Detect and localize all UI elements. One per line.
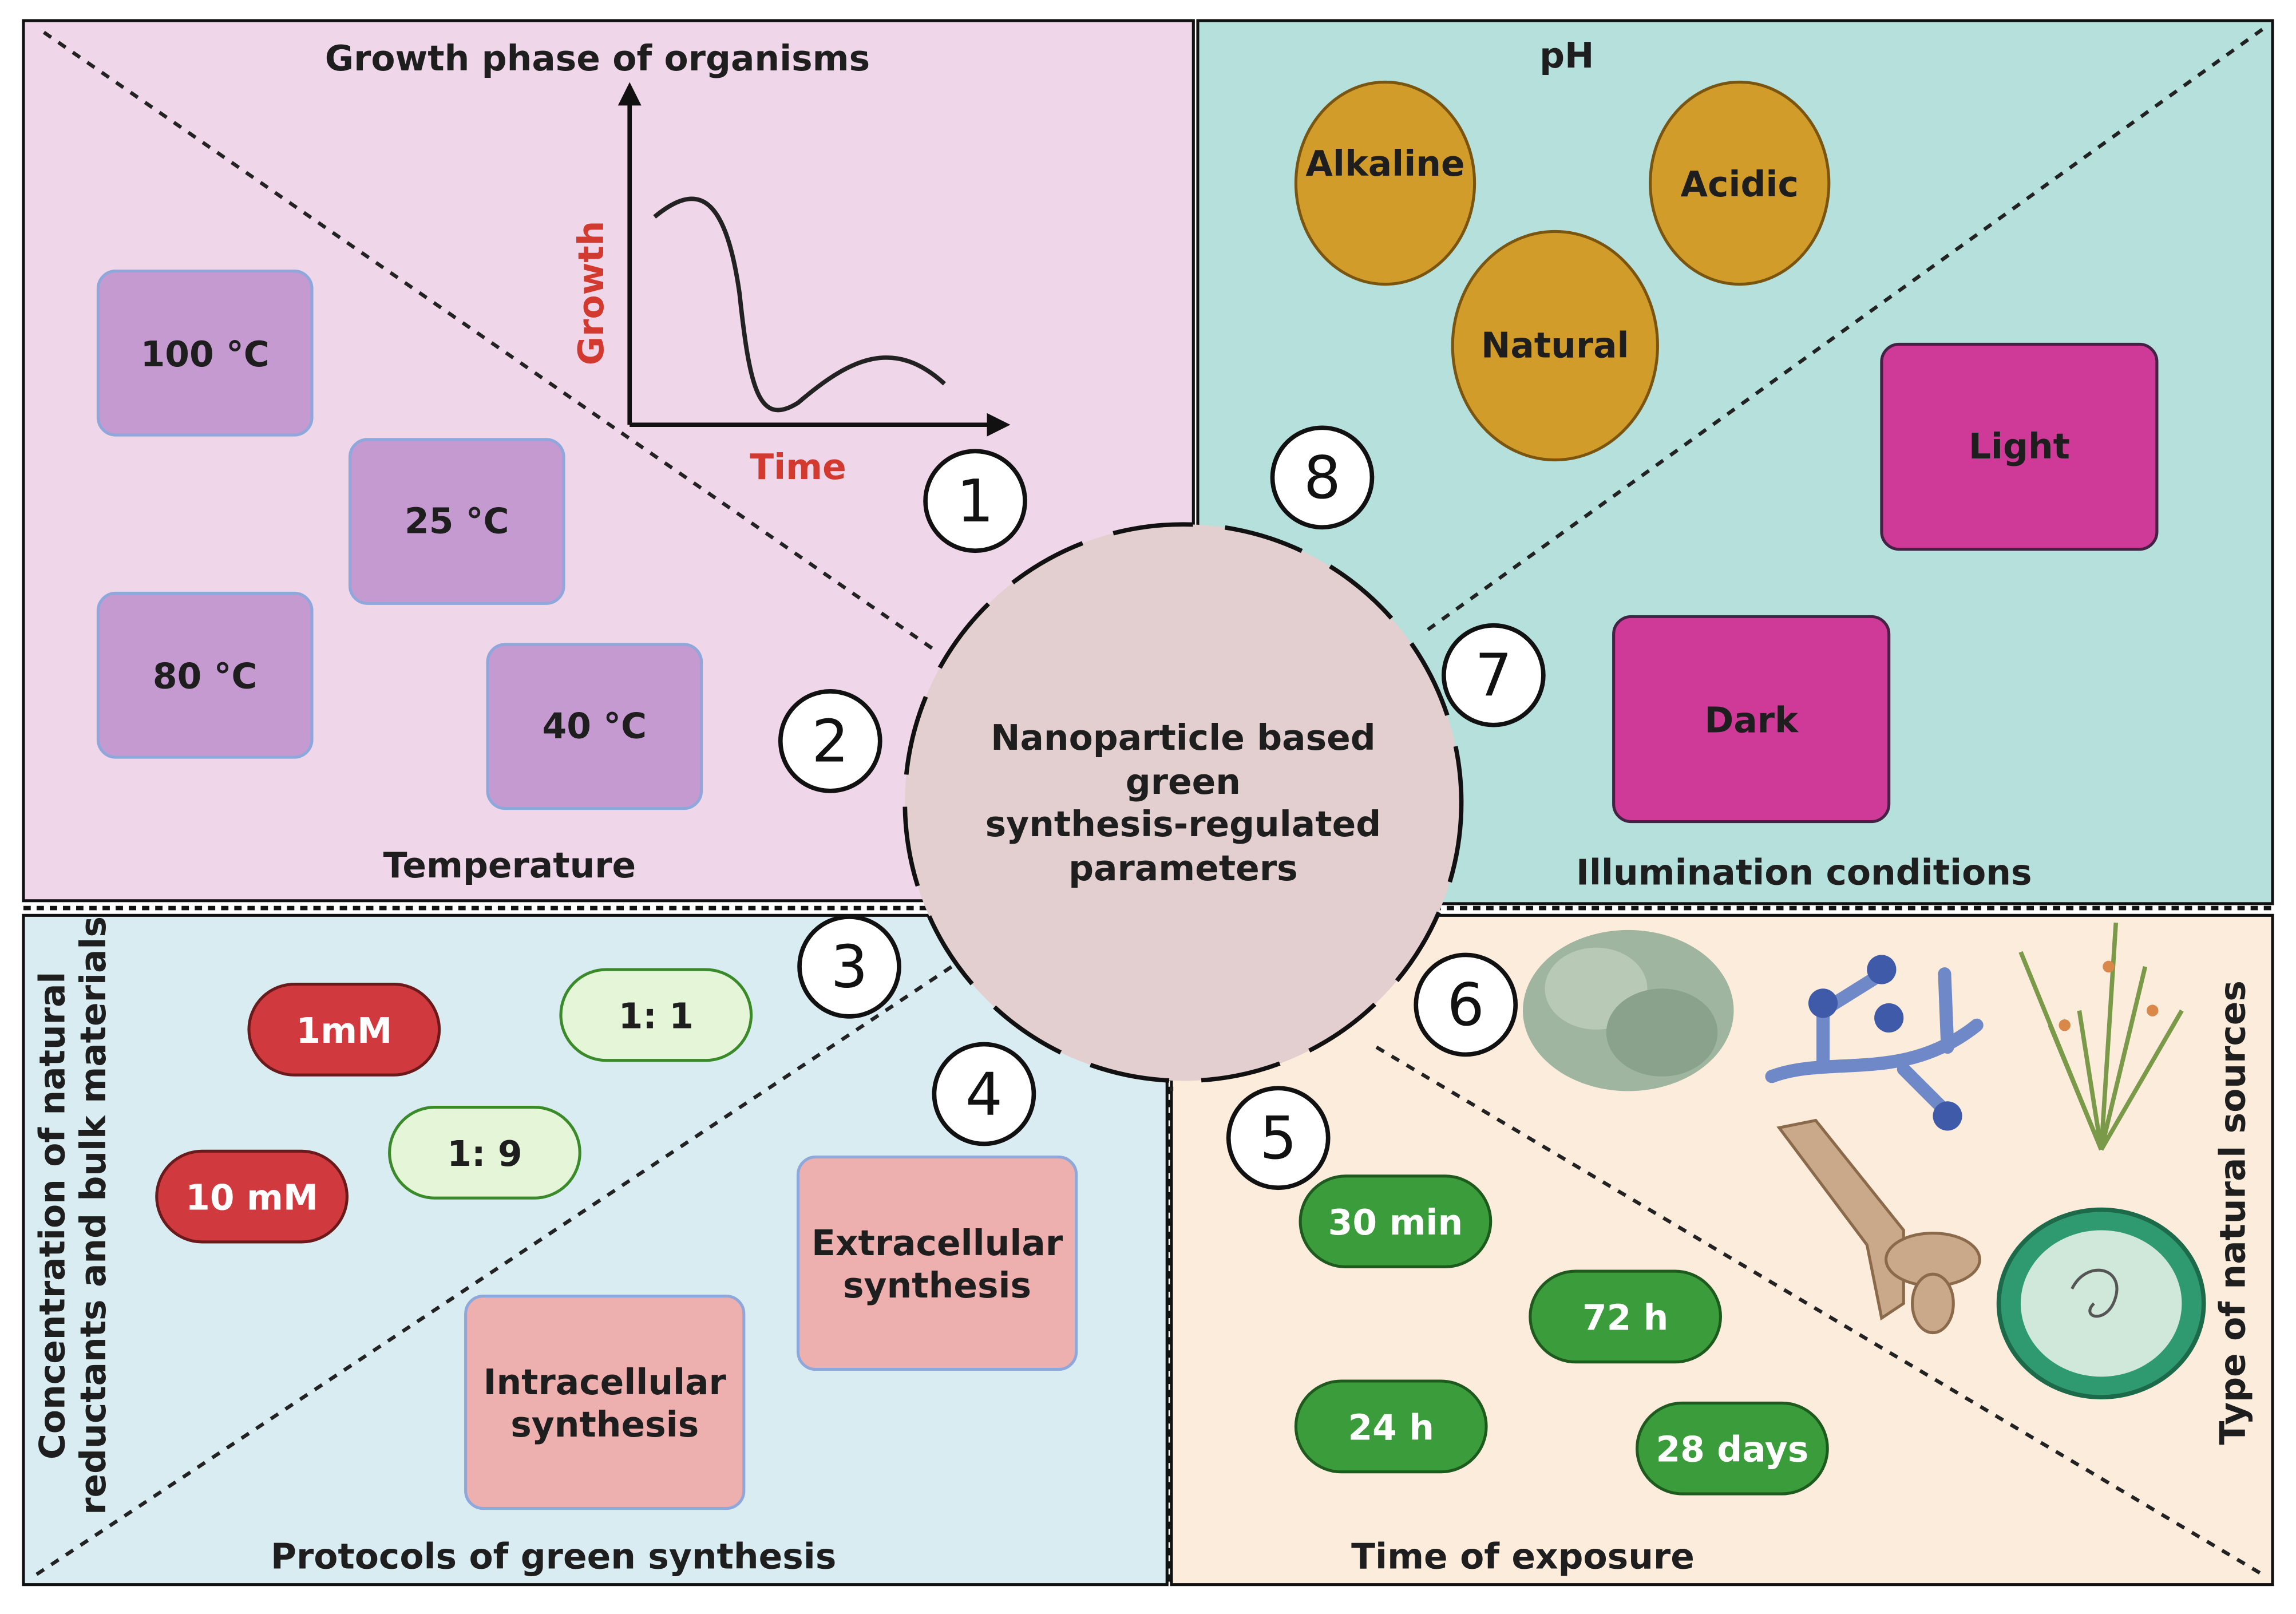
center-line4: parameters — [1068, 848, 1297, 889]
protocols-title: Protocols of green synthesis — [271, 1537, 836, 1577]
extracellular-line1: Extracellular — [811, 1223, 1063, 1264]
exposure-group: 30 min 72 h 24 h 28 days Time of exposur… — [1294, 1174, 1829, 1577]
marker-8: 8 — [1304, 444, 1341, 512]
marker-3: 3 — [830, 933, 868, 1002]
plant-icon — [2018, 922, 2184, 1151]
ph-acidic: Acidic — [1681, 164, 1799, 205]
center-topic: Nanoparticle based green synthesis-regul… — [902, 522, 1464, 1083]
center-line2: green — [1126, 762, 1241, 802]
marker-2: 2 — [811, 708, 849, 776]
ph-title: pH — [1539, 35, 1594, 76]
growth-y-label: Growth — [571, 221, 612, 366]
exposure-72h: 72 h — [1582, 1297, 1669, 1338]
conc-1mm: 1mM — [296, 1011, 392, 1051]
extracellular-line2: synthesis — [843, 1265, 1031, 1306]
concentration-title-line2: reductants and bulk materials — [73, 916, 114, 1515]
illum-dark: Dark — [1704, 701, 1799, 741]
ratio-1-9: 1: 9 — [447, 1134, 522, 1174]
exposure-30min: 30 min — [1328, 1202, 1463, 1243]
growth-x-label: Time — [750, 447, 846, 488]
marker-1: 1 — [957, 468, 994, 536]
concentration-title-line1: Concentration of natural — [33, 972, 73, 1460]
ph-natural: Natural — [1481, 325, 1629, 366]
cell-icon — [1996, 1207, 2206, 1399]
lichen-icon — [1523, 929, 1734, 1091]
temp-40: 40 °C — [543, 706, 647, 747]
algae-filament-icon — [1776, 1118, 1981, 1335]
number-markers: 1 2 3 4 5 6 7 8 — [778, 425, 1546, 1190]
marker-5: 5 — [1260, 1105, 1297, 1173]
exposure-24h: 24 h — [1348, 1407, 1434, 1448]
center-line1: Nanoparticle based — [991, 718, 1376, 758]
conc-10mm: 10 mM — [185, 1178, 318, 1219]
ph-group: pH Alkaline Acidic Natural — [1294, 35, 1831, 462]
temperature-title: Temperature — [383, 845, 636, 886]
growth-chart: Growth phase of organisms Growth Time — [325, 38, 1011, 488]
intracellular-line2: synthesis — [510, 1405, 699, 1445]
illum-light: Light — [1969, 426, 2070, 467]
ratio-1-1: 1: 1 — [619, 996, 694, 1037]
illumination-title: Illumination conditions — [1576, 853, 2032, 893]
temp-25: 25 °C — [405, 501, 509, 542]
fungus-icon — [1765, 955, 1984, 1131]
sources-group: Type of natural sources — [1523, 922, 2253, 1445]
marker-6: 6 — [1447, 971, 1485, 1039]
center-line3: synthesis-regulated — [985, 804, 1381, 845]
intracellular-line1: Intracellular — [484, 1362, 727, 1403]
ph-alkaline: Alkaline — [1305, 144, 1464, 184]
temp-80: 80 °C — [153, 656, 258, 697]
concentration-group: Concentration of natural reductants and … — [33, 916, 753, 1515]
growth-title: Growth phase of organisms — [325, 38, 870, 79]
marker-4: 4 — [965, 1061, 1003, 1129]
temperature-group: 100 °C 25 °C 80 °C 40 °C Temperature — [96, 269, 703, 886]
exposure-28days: 28 days — [1656, 1430, 1808, 1470]
exposure-title: Time of exposure — [1351, 1537, 1695, 1577]
illumination-group: Light Dark Illumination conditions — [1576, 342, 2159, 893]
sources-title: Type of natural sources — [2212, 980, 2253, 1445]
marker-7: 7 — [1475, 642, 1512, 710]
protocols-group: Extracellular synthesis Intracellular sy… — [271, 1155, 1078, 1577]
growth-curve — [653, 196, 946, 413]
temp-100: 100 °C — [141, 334, 270, 375]
